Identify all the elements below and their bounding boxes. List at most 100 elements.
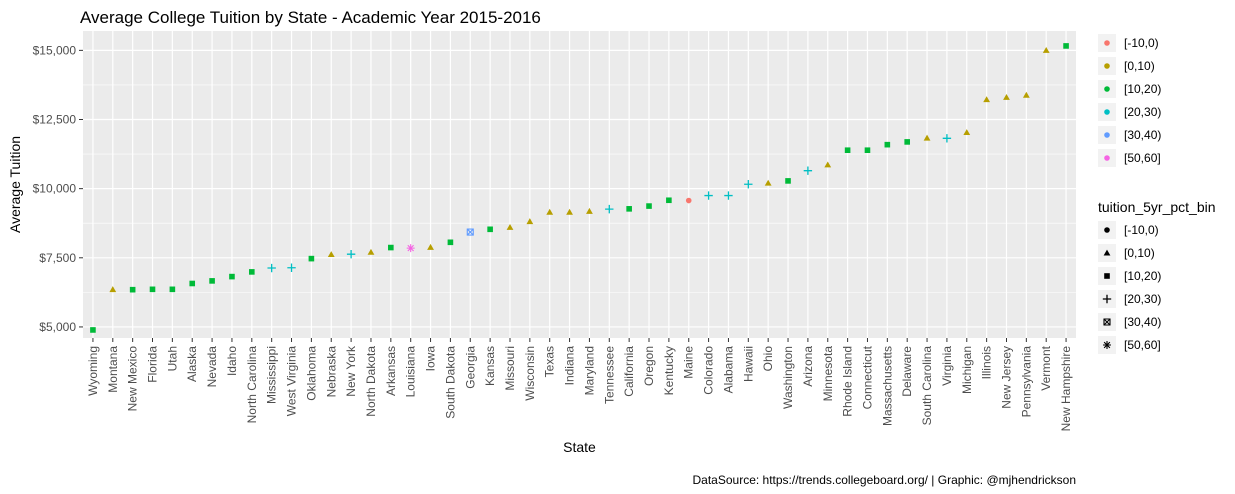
- x-tick-label: Kentucky: [662, 346, 676, 395]
- data-point: [308, 255, 315, 262]
- x-tick-label: Wyoming: [86, 346, 100, 396]
- x-tick-label: Kansas: [483, 346, 497, 386]
- y-tick-label: $7,500: [39, 251, 76, 265]
- data-point: [844, 147, 851, 154]
- y-tick-label: $5,000: [39, 320, 76, 334]
- data-point: [129, 286, 136, 293]
- y-tick-label: $15,000: [33, 43, 77, 57]
- data-point: [704, 191, 713, 200]
- x-tick-label: Texas: [543, 346, 557, 377]
- data-point: [466, 228, 474, 236]
- data-point: [685, 197, 692, 204]
- data-point: [546, 208, 554, 215]
- x-tick-label: Hawaii: [741, 346, 755, 382]
- chart-title: Average College Tuition by State - Acade…: [80, 8, 541, 27]
- x-tick-label: Georgia: [463, 346, 477, 389]
- data-point: [1042, 46, 1050, 53]
- x-axis-title: State: [563, 439, 596, 455]
- x-tick-label: Mississippi: [265, 346, 279, 404]
- x-tick-label: Louisiana: [404, 346, 418, 398]
- x-tick-label: Ohio: [761, 346, 775, 372]
- data-point: [744, 180, 753, 189]
- data-point: [526, 218, 534, 225]
- legend-key: [1104, 86, 1110, 92]
- legend-label: [-10,0): [1124, 223, 1159, 237]
- shape-legend: tuition_5yr_pct_bin [-10,0) [0,10) [10,20) […: [1098, 199, 1216, 354]
- x-tick-label: Nevada: [205, 346, 219, 388]
- legend-key: [1102, 294, 1112, 304]
- data-point: [427, 243, 434, 250]
- data-point: [764, 179, 772, 186]
- x-tick-label: Utah: [165, 346, 179, 371]
- x-tick-label: Vermont: [1039, 345, 1053, 390]
- data-point: [864, 147, 871, 154]
- x-tick-label: Florida: [146, 346, 160, 383]
- legend-key: [1104, 155, 1110, 161]
- x-tick-label: Pennsylvania: [1019, 346, 1033, 418]
- chart-caption: DataSource: https://trends.collegeboard.…: [693, 473, 1077, 487]
- x-tick-label: Arizona: [801, 346, 815, 387]
- data-point: [249, 269, 255, 275]
- x-tick-label: Maine: [682, 346, 696, 379]
- data-point: [189, 280, 196, 287]
- x-tick-label: Oregon: [642, 346, 656, 386]
- x-tick-label: Tennessee: [602, 346, 616, 404]
- x-tick-label: Idaho: [225, 346, 239, 376]
- legend-key: [1103, 249, 1111, 256]
- data-point: [566, 208, 573, 215]
- data-point: [229, 273, 235, 280]
- data-point: [149, 286, 156, 293]
- y-axis-title: Average Tuition: [7, 136, 23, 233]
- data-point: [90, 327, 96, 333]
- data-point: [367, 248, 375, 255]
- x-tick-label: Indiana: [563, 346, 577, 386]
- data-point: [209, 278, 215, 284]
- x-tick-label: North Carolina: [245, 346, 259, 424]
- legend-label: [50,60]: [1124, 151, 1161, 165]
- x-tick-label: Massachusetts: [880, 346, 894, 426]
- data-point: [884, 141, 891, 148]
- legend-label: [10,20): [1124, 82, 1161, 96]
- x-tick-label: New Mexico: [126, 346, 140, 412]
- legend-key: [1104, 109, 1110, 115]
- data-point: [646, 203, 652, 209]
- x-tick-label: California: [622, 346, 636, 397]
- x-tick-label: Maryland: [582, 346, 596, 395]
- data-point: [1022, 91, 1030, 98]
- data-point: [824, 161, 832, 168]
- data-point: [626, 206, 632, 212]
- x-tick-label: South Carolina: [920, 346, 934, 426]
- legend-label: [30,40): [1124, 315, 1161, 329]
- data-point: [983, 96, 991, 103]
- data-point: [963, 129, 971, 136]
- x-tick-label: Oklahoma: [304, 346, 318, 401]
- data-point: [666, 197, 672, 204]
- x-tick-label: Nebraska: [324, 346, 338, 398]
- x-tick-label: South Dakota: [443, 346, 457, 419]
- x-tick-label: Delaware: [900, 346, 914, 397]
- x-tick-label: Montana: [106, 346, 120, 393]
- data-point: [287, 263, 296, 272]
- x-axis: Wyoming Montana New Mexico Florida Utah Alask…: [86, 338, 1073, 431]
- data-point: [803, 166, 813, 175]
- x-tick-label: New York: [344, 345, 358, 397]
- legend-key: [1104, 63, 1110, 69]
- x-tick-label: Minnesota: [821, 346, 835, 402]
- shape-legend-title: tuition_5yr_pct_bin: [1098, 199, 1216, 215]
- x-tick-label: Rhode Island: [841, 346, 855, 417]
- data-point: [406, 244, 415, 253]
- color-legend: [-10,0) [0,10) [10,20) [20,30) [30,40) [50,60…: [1098, 34, 1161, 167]
- x-tick-label: Alabama: [721, 346, 735, 394]
- data-point: [327, 251, 335, 258]
- legend-key: [1104, 40, 1110, 46]
- data-point: [586, 207, 593, 214]
- legend-label: [20,30): [1124, 292, 1161, 306]
- x-tick-label: Wisconsin: [523, 346, 537, 401]
- y-tick-label: $10,000: [33, 182, 77, 196]
- x-tick-label: Michigan: [960, 346, 974, 394]
- legend-label: [-10,0): [1124, 36, 1159, 50]
- x-tick-label: Arkansas: [384, 346, 398, 396]
- legend-label: [0,10): [1124, 246, 1155, 260]
